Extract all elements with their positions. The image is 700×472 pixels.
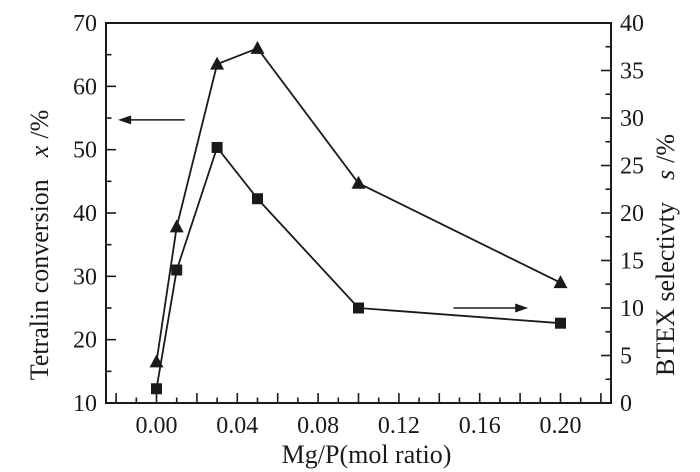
data-point-triangle bbox=[250, 40, 265, 54]
x-axis-tick-label: 0.08 bbox=[297, 413, 339, 439]
x-axis-tick-label: 0.16 bbox=[459, 413, 501, 439]
x-axis-title: Mg/P(mol ratio) bbox=[282, 440, 452, 469]
x-axis-tick-label: 0.04 bbox=[216, 413, 258, 439]
y-left-tick-label: 50 bbox=[73, 138, 97, 164]
y-right-tick-label: 30 bbox=[620, 106, 644, 132]
y-right-tick-label: 5 bbox=[620, 344, 632, 370]
y-right-tick-label: 40 bbox=[620, 11, 644, 37]
annotation-arrow-left bbox=[118, 115, 185, 125]
y-right-tick-label: 35 bbox=[620, 59, 644, 85]
x-axis-tick-label: 0.00 bbox=[136, 413, 178, 439]
data-point-triangle bbox=[169, 219, 184, 233]
y-right-tick-label: 10 bbox=[620, 296, 644, 322]
y-right-tick-label: 20 bbox=[620, 201, 644, 227]
annotation-arrow-right bbox=[453, 303, 529, 313]
data-point-square bbox=[151, 383, 162, 395]
x-axis-tick-label: 0.12 bbox=[378, 413, 420, 439]
data-point-square bbox=[353, 302, 364, 314]
data-point-square bbox=[211, 141, 223, 153]
series-line-btex-selectivity bbox=[155, 145, 561, 389]
y-left-tick-label: 20 bbox=[73, 328, 97, 354]
y-right-axis-title: BTEX selectivtys/% bbox=[651, 134, 680, 376]
y-left-tick-label: 70 bbox=[73, 11, 97, 37]
y-left-axis-title: Tetralin conversionx/% bbox=[25, 110, 54, 381]
axis-ticks bbox=[106, 22, 611, 404]
data-point-square bbox=[555, 317, 566, 329]
data-point-triangle bbox=[210, 56, 225, 70]
y-right-tick-label: 15 bbox=[620, 249, 644, 275]
y-left-tick-label: 10 bbox=[73, 391, 97, 417]
data-point-triangle bbox=[351, 175, 366, 189]
y-right-tick-label: 0 bbox=[620, 391, 632, 417]
y-left-tick-label: 60 bbox=[73, 74, 97, 100]
tick-labels: 0.00 0.04 0.08 0.12 0.16 0.20 10 20 30 40 50 60 70 0 5… bbox=[73, 11, 644, 439]
y-left-tick-label: 30 bbox=[73, 264, 97, 290]
y-left-tick-label: 40 bbox=[73, 201, 97, 227]
data-point-square bbox=[252, 193, 263, 205]
x-axis-tick-label: 0.20 bbox=[540, 413, 582, 439]
plot-frame bbox=[105, 22, 612, 404]
data-point-triangle bbox=[553, 275, 568, 289]
series-line-tetralin-conversion bbox=[155, 47, 561, 362]
data-point-square bbox=[171, 264, 183, 276]
y-right-tick-label: 25 bbox=[620, 154, 644, 180]
